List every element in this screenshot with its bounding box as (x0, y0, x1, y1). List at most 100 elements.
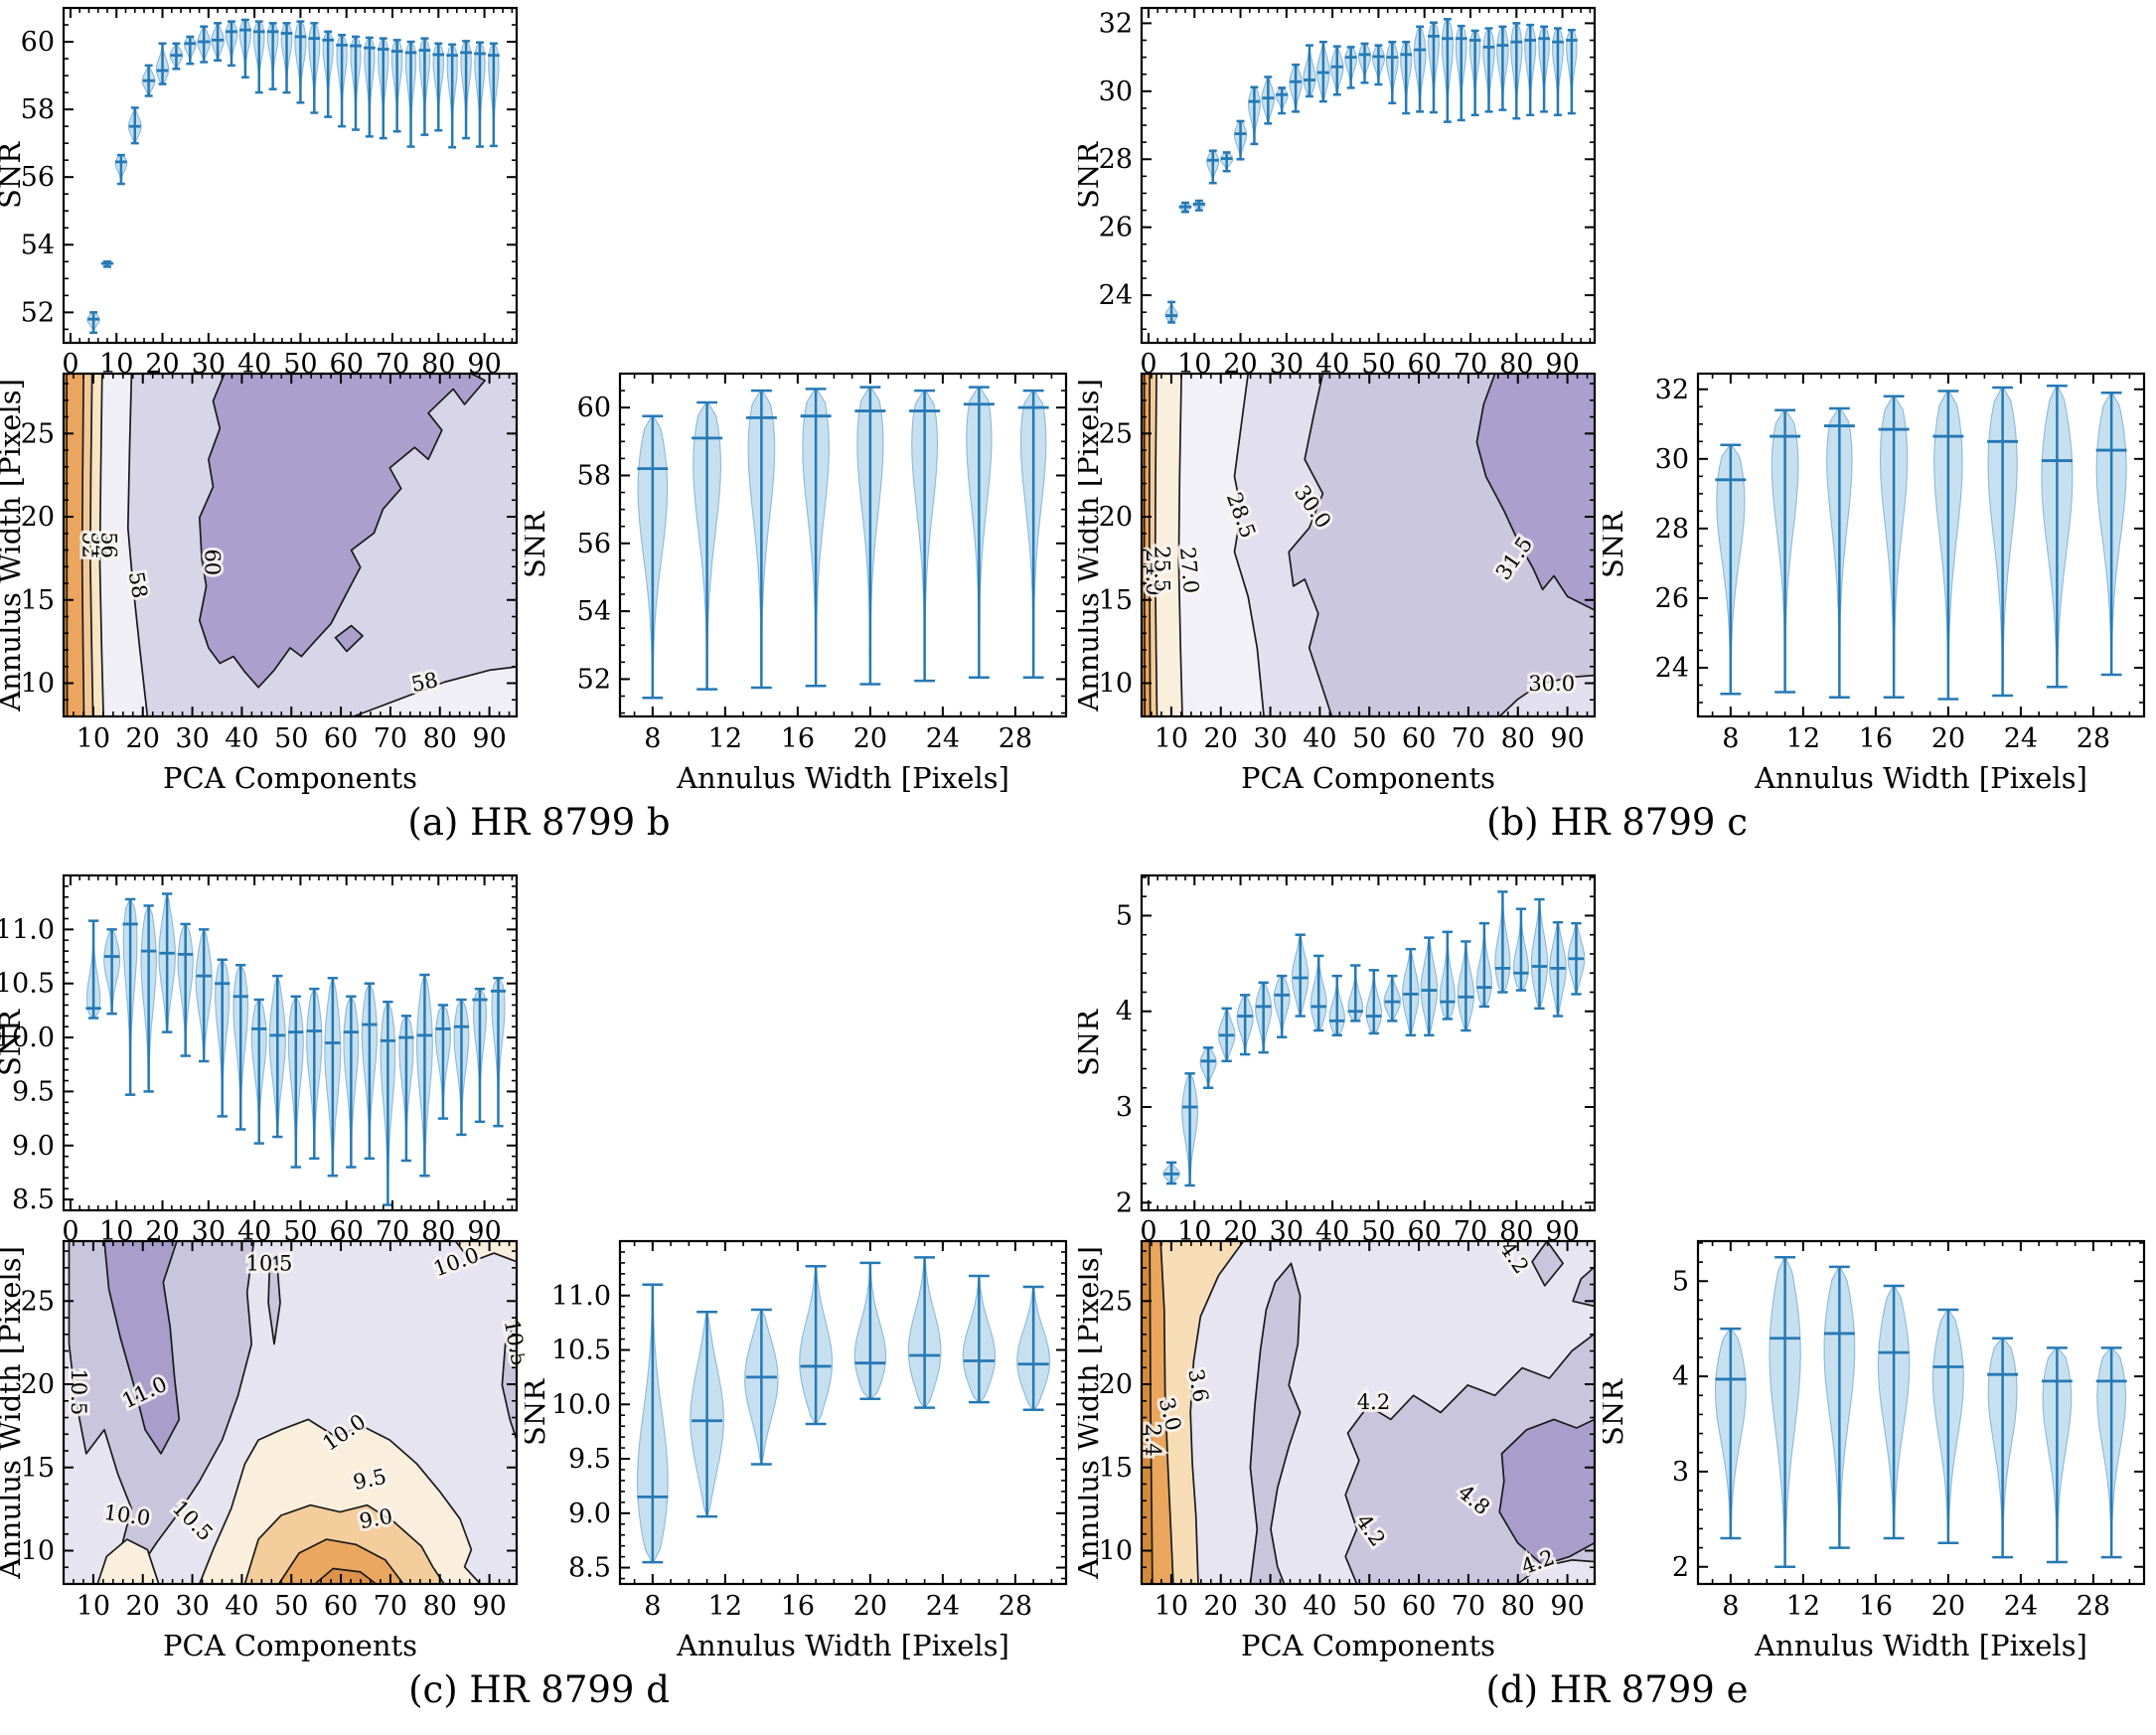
svg-text:70: 70 (1452, 723, 1485, 754)
svg-text:5: 5 (1116, 900, 1133, 931)
svg-text:0: 0 (1140, 1216, 1156, 1243)
panel-hr8799-b: 52 54 56 58 60 0 10 20 30 40 50 60 70 80 90 SNR 52 54 56 5… (0, 0, 1078, 868)
svg-text:3: 3 (1116, 1092, 1133, 1123)
svg-text:20: 20 (21, 502, 55, 533)
snr-vs-annulus-violin-chart: 8 12 16 20 24 28 8.5 9.0 9.5 10.0 10.5 11.0 Annulus … (525, 1239, 1068, 1662)
svg-text:10: 10 (77, 1591, 110, 1622)
svg-text:90: 90 (472, 723, 506, 754)
svg-text:40: 40 (237, 349, 271, 376)
svg-text:30: 30 (1655, 444, 1689, 475)
svg-text:60: 60 (577, 393, 611, 423)
snr-vs-pca-violin-chart: 24 26 28 30 32 0 10 20 30 40 50 60 70 80 90 SNR (1078, 6, 1597, 376)
svg-text:9.0: 9.0 (12, 1131, 55, 1162)
panel-hr8799-d: 8.5 9.0 9.5 10.0 10.5 11.0 0 10 20 30 40 50 60 70 80 90… (0, 868, 1078, 1735)
svg-text:40: 40 (225, 1591, 258, 1622)
svg-text:SNR: SNR (1603, 511, 1629, 578)
svg-text:90: 90 (467, 349, 501, 376)
svg-text:60: 60 (330, 349, 364, 376)
svg-text:30.0: 30.0 (1528, 672, 1575, 696)
svg-text:24: 24 (1655, 653, 1689, 684)
svg-text:28: 28 (999, 1591, 1032, 1622)
subfigure-caption: (a) HR 8799 b (407, 801, 671, 844)
svg-text:10.5: 10.5 (0, 969, 55, 1000)
svg-text:40: 40 (237, 1216, 271, 1243)
snr-vs-pca-violin-chart: 8.5 9.0 9.5 10.0 10.5 11.0 0 10 20 30 40 50 60 70 80 90… (0, 873, 519, 1243)
svg-text:50: 50 (1352, 1591, 1386, 1622)
svg-text:12: 12 (1786, 1591, 1820, 1622)
svg-text:20: 20 (853, 1591, 887, 1622)
svg-text:20: 20 (853, 723, 887, 754)
svg-text:4: 4 (1116, 997, 1133, 1027)
svg-text:30: 30 (1270, 349, 1304, 376)
svg-text:60: 60 (21, 27, 55, 58)
svg-text:24: 24 (2004, 723, 2038, 754)
snr-vs-pca-violin-chart: 52 54 56 58 60 0 10 20 30 40 50 60 70 80 90 SNR (0, 6, 519, 376)
svg-text:50: 50 (283, 1216, 317, 1243)
svg-text:20: 20 (145, 1216, 179, 1243)
svg-text:16: 16 (781, 1591, 815, 1622)
svg-text:25: 25 (1099, 1286, 1133, 1317)
svg-text:50: 50 (1352, 723, 1386, 754)
svg-text:15: 15 (21, 1453, 55, 1484)
svg-text:10.5: 10.5 (246, 1251, 293, 1275)
svg-text:4: 4 (1672, 1361, 1689, 1392)
svg-text:24: 24 (1099, 280, 1133, 311)
svg-text:12: 12 (708, 1591, 742, 1622)
svg-text:58: 58 (21, 94, 55, 125)
svg-text:20: 20 (1223, 349, 1257, 376)
svg-text:PCA Components: PCA Components (163, 761, 417, 795)
svg-text:40: 40 (1303, 723, 1336, 754)
svg-text:56: 56 (21, 162, 55, 193)
svg-text:70: 70 (376, 1216, 409, 1243)
svg-text:10: 10 (1099, 669, 1133, 700)
svg-text:Annulus Width [Pixels]: Annulus Width [Pixels] (0, 1246, 27, 1580)
svg-text:15: 15 (1099, 1453, 1133, 1484)
svg-text:15: 15 (1099, 585, 1133, 616)
svg-text:9.5: 9.5 (568, 1444, 611, 1475)
svg-text:28: 28 (999, 723, 1032, 754)
svg-text:16: 16 (781, 723, 815, 754)
svg-text:28: 28 (2077, 1591, 2110, 1622)
svg-text:80: 80 (1499, 1216, 1533, 1243)
svg-text:60: 60 (200, 549, 224, 575)
svg-text:70: 70 (374, 723, 407, 754)
svg-text:10: 10 (1155, 1591, 1188, 1622)
svg-text:30: 30 (175, 1591, 209, 1622)
svg-text:Annulus Width [Pixels]: Annulus Width [Pixels] (1078, 379, 1105, 712)
svg-text:16: 16 (1859, 723, 1893, 754)
svg-text:12: 12 (1786, 723, 1820, 754)
svg-text:54: 54 (86, 532, 110, 558)
svg-text:70: 70 (376, 349, 409, 376)
svg-text:50: 50 (274, 1591, 308, 1622)
svg-text:56: 56 (96, 532, 120, 558)
svg-text:8: 8 (644, 723, 661, 754)
svg-text:10: 10 (77, 723, 110, 754)
svg-text:10: 10 (1155, 723, 1188, 754)
svg-text:60: 60 (324, 1591, 358, 1622)
svg-text:20: 20 (1204, 1591, 1238, 1622)
svg-text:32: 32 (1099, 8, 1133, 39)
svg-text:10.0: 10.0 (551, 1389, 611, 1420)
svg-text:SNR: SNR (1603, 1378, 1629, 1446)
svg-text:52: 52 (21, 297, 55, 328)
svg-text:25: 25 (1099, 418, 1133, 449)
snr-vs-annulus-violin-chart: 8 12 16 20 24 28 24 26 28 30 32 Annulus Width [Pixe… (1603, 372, 2146, 795)
svg-text:10: 10 (99, 1216, 133, 1243)
svg-text:PCA Components: PCA Components (163, 1629, 417, 1662)
svg-text:20: 20 (1099, 502, 1133, 533)
snr-vs-annulus-violin-chart: 8 12 16 20 24 28 52 54 56 58 60 Annulus Width [Pixe… (525, 372, 1068, 795)
svg-text:8.5: 8.5 (568, 1553, 611, 1584)
svg-text:80: 80 (421, 1216, 455, 1243)
svg-text:28: 28 (1655, 514, 1689, 545)
svg-text:2: 2 (1116, 1187, 1133, 1218)
panel-hr8799-e: 2 3 4 5 0 10 20 30 40 50 60 70 80 90 SNR 2.4 3.0 3.6 4.2 4… (1078, 868, 2156, 1735)
svg-text:40: 40 (1315, 1216, 1349, 1243)
svg-text:26: 26 (1099, 213, 1133, 243)
svg-text:50: 50 (283, 349, 317, 376)
svg-text:8: 8 (644, 1591, 661, 1622)
svg-text:16: 16 (1859, 1591, 1893, 1622)
svg-text:52: 52 (577, 664, 611, 695)
svg-text:25.5: 25.5 (1151, 546, 1174, 592)
